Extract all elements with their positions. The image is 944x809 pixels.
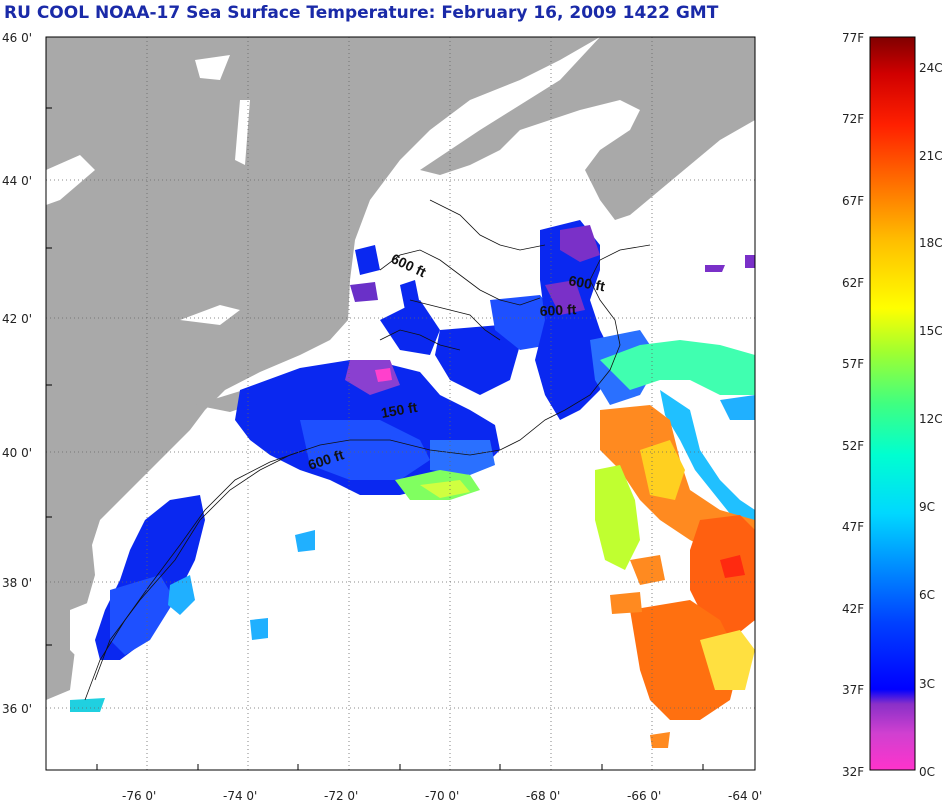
cb-f-77: 77F	[842, 31, 864, 45]
lat-label-44: 44 0'	[2, 174, 32, 188]
land-us	[46, 37, 600, 700]
land-canada	[420, 37, 755, 220]
cb-f-52: 52F	[842, 439, 864, 453]
axis-ticks	[46, 107, 704, 770]
lat-label-40: 40 0'	[2, 446, 32, 460]
lon-label-66: -66 0'	[627, 789, 661, 803]
lat-label-46: 46 0'	[2, 31, 32, 45]
cb-f-37: 37F	[842, 683, 864, 697]
colorbar-c-labels: 24C 21C 18C 15C 12C 9C 6C 3C 0C	[919, 61, 943, 779]
contour-label-3: 600 ft	[539, 301, 577, 319]
depth-contours	[84, 199, 651, 701]
cb-f-67: 67F	[842, 194, 864, 208]
cb-f-57: 57F	[842, 357, 864, 371]
lat-label-38: 38 0'	[2, 576, 32, 590]
lat-label-42: 42 0'	[2, 312, 32, 326]
map-title: RU COOL NOAA-17 Sea Surface Temperature:…	[4, 3, 719, 23]
lon-label-64: -64 0'	[728, 789, 762, 803]
cb-f-32: 32F	[842, 765, 864, 779]
cb-c-24: 24C	[919, 61, 943, 75]
colorbar	[869, 36, 916, 771]
cb-c-15: 15C	[919, 324, 943, 338]
cb-c-9: 9C	[919, 500, 935, 514]
lon-label-70: -70 0'	[425, 789, 459, 803]
cb-f-72: 72F	[842, 112, 864, 126]
lat-label-36: 36 0'	[2, 702, 32, 716]
lon-label-74: -74 0'	[223, 789, 257, 803]
lon-label-68: -68 0'	[526, 789, 560, 803]
cb-f-62: 62F	[842, 276, 864, 290]
cb-c-6: 6C	[919, 588, 935, 602]
cb-c-12: 12C	[919, 412, 943, 426]
cb-f-47: 47F	[842, 520, 864, 534]
cb-c-0: 0C	[919, 765, 935, 779]
colorbar-f-labels: 77F 72F 67F 62F 57F 52F 47F 42F 37F 32F	[842, 31, 864, 779]
sst-patches	[70, 220, 755, 748]
cb-c-21: 21C	[919, 149, 943, 163]
lon-label-76: -76 0'	[122, 789, 156, 803]
contour-label-2: 600 ft	[567, 272, 606, 294]
contour-label-4: 150 ft	[380, 399, 419, 421]
cb-c-18: 18C	[919, 236, 943, 250]
cb-f-42: 42F	[842, 602, 864, 616]
cb-c-3: 3C	[919, 677, 935, 691]
lon-label-72: -72 0'	[324, 789, 358, 803]
